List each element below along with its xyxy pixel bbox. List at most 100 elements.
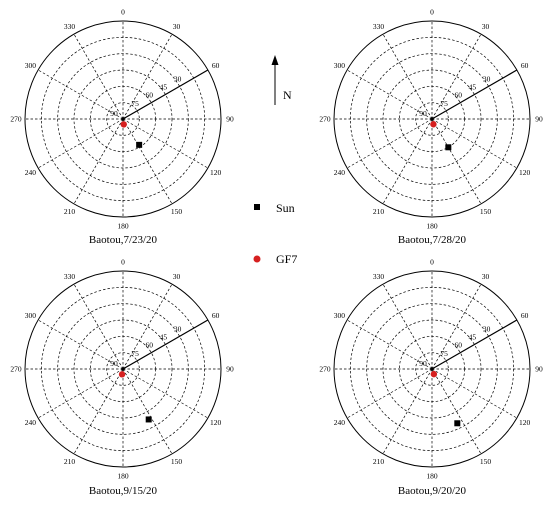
angle-tick-label: 300 (334, 61, 346, 70)
ring-label: 45 (160, 333, 168, 342)
angle-tick-label: 60 (212, 311, 220, 320)
angle-tick-label: 300 (25, 311, 37, 320)
grid-spoke (37, 319, 124, 370)
ring-label: 60 (146, 341, 154, 350)
panel-title: Baotou,7/28/20 (398, 234, 467, 246)
panels-layer: 0306090120150180210240270300330907560453… (10, 8, 543, 498)
angle-tick-label: 0 (121, 258, 125, 267)
angle-tick-label: 330 (64, 272, 76, 281)
ring-label: 90 (419, 359, 427, 368)
ring-label: 75 (440, 99, 448, 108)
outer-ring (333, 270, 531, 468)
angle-tick-label: 90 (226, 365, 234, 374)
angle-tick-label: 30 (482, 272, 490, 281)
angle-tick-label: 270 (10, 365, 22, 374)
angle-tick-label: 270 (319, 115, 331, 124)
grid-spoke (382, 33, 433, 120)
grid-spoke (431, 118, 482, 205)
grid-ring (382, 69, 482, 169)
panel-title: Baotou,7/23/20 (89, 234, 158, 246)
grid-spoke (37, 368, 124, 419)
grid-spoke (122, 118, 209, 169)
angle-tick-label: 30 (173, 272, 181, 281)
ring-label: 90 (110, 109, 118, 118)
angle-tick-label: 240 (25, 168, 37, 177)
grid-spoke (382, 368, 433, 455)
angle-tick-label: 330 (373, 272, 385, 281)
angle-tick-label: 180 (426, 472, 438, 481)
grid-spoke (346, 118, 433, 169)
sun-point (445, 144, 452, 151)
north-label: N (283, 88, 292, 102)
panel-title: Baotou,9/20/20 (398, 485, 467, 497)
angle-tick-label: 240 (334, 418, 346, 427)
angle-tick-label: 60 (521, 311, 529, 320)
grid-ring (382, 319, 482, 419)
grid-spoke (431, 283, 482, 370)
polar-panel-2: 0 30 60 90 120 150 180 210 240 270 300 330 90 75 60 45 3… (319, 8, 543, 247)
angle-tick-label: 90 (535, 115, 543, 124)
ring-label: 75 (131, 349, 139, 358)
ring-label: 45 (469, 83, 477, 92)
grid-spoke (346, 69, 433, 120)
ring-label: 45 (160, 83, 168, 92)
ring-label: 30 (174, 74, 182, 83)
grid-ring (415, 102, 449, 136)
legend: Sun GF7 (253, 201, 297, 266)
angle-tick-label: 240 (334, 168, 346, 177)
legend-label-sun: Sun (276, 201, 295, 215)
grid-spoke (346, 368, 433, 419)
radial-axis-line (122, 319, 209, 370)
center-point (121, 367, 125, 371)
legend-label-gf7: GF7 (276, 252, 297, 266)
grid-spoke (431, 368, 482, 455)
center-point (430, 117, 434, 121)
angle-tick-label: 150 (171, 207, 183, 216)
grid-spoke (37, 69, 124, 120)
angle-tick-label: 30 (173, 22, 181, 31)
grid-spoke (37, 118, 124, 169)
legend-marker-gf7 (253, 255, 261, 263)
angle-tick-label: 60 (521, 61, 529, 70)
sun-point (136, 141, 143, 148)
grid-ring (73, 69, 173, 169)
ring-label: 60 (455, 341, 463, 350)
grid-spoke (346, 319, 433, 370)
angle-tick-label: 90 (226, 115, 234, 124)
center-point (430, 367, 434, 371)
ring-label: 90 (419, 109, 427, 118)
ring-label: 60 (455, 91, 463, 100)
polar-panel-4: 0 30 60 90 120 150 180 210 240 270 300 330 90 75 60 45 3… (319, 258, 543, 498)
grid-spoke (122, 33, 173, 120)
angle-tick-label: 180 (117, 472, 129, 481)
angle-tick-label: 0 (430, 258, 434, 267)
grid-spoke (122, 118, 173, 205)
grid-spoke (122, 368, 173, 455)
grid-ring (106, 352, 140, 386)
north-arrow: N (271, 55, 292, 105)
polar-panel-1: 0 30 60 90 120 150 180 210 240 270 300 330 90 75 60 45 3… (10, 8, 234, 247)
gf7-point (430, 370, 438, 378)
angle-tick-label: 120 (210, 168, 222, 177)
ring-label: 75 (131, 99, 139, 108)
sun-point (145, 416, 152, 423)
angle-tick-label: 120 (519, 418, 531, 427)
angle-tick-label: 300 (334, 311, 346, 320)
radial-axis-line (431, 69, 518, 120)
grid-spoke (73, 368, 124, 455)
sun-point (454, 420, 461, 427)
gf7-point (120, 121, 127, 128)
grid-spoke (431, 33, 482, 120)
ring-label: 60 (146, 91, 154, 100)
angle-tick-label: 210 (373, 207, 385, 216)
outer-ring (24, 20, 222, 218)
outer-ring (24, 270, 222, 468)
ring-label: 90 (110, 359, 118, 368)
angle-tick-label: 330 (64, 22, 76, 31)
ring-label: 30 (483, 324, 491, 333)
angle-tick-label: 210 (373, 457, 385, 466)
angle-tick-label: 270 (10, 115, 22, 124)
ring-label: 45 (469, 333, 477, 342)
angle-tick-label: 150 (171, 457, 183, 466)
ring-label: 30 (174, 324, 182, 333)
